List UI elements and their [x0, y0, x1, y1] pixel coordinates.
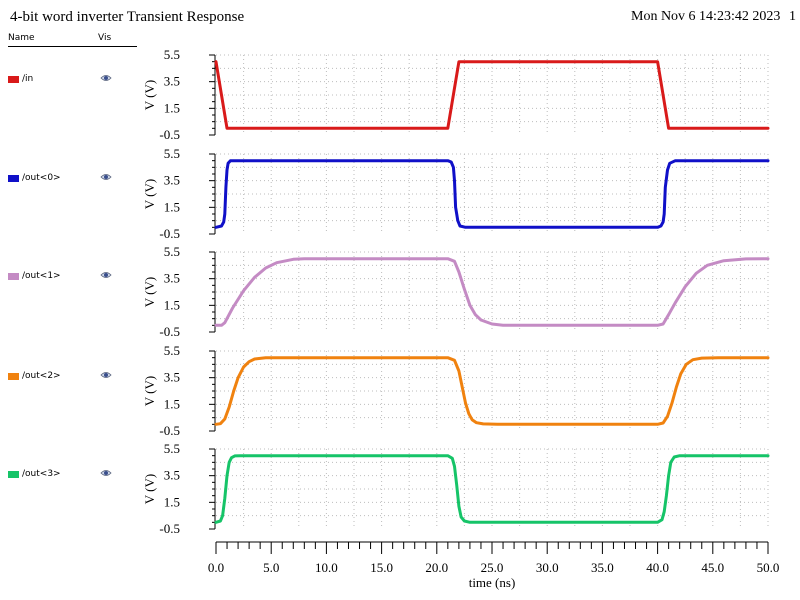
legend-item[interactable]: /out<0>: [8, 173, 137, 187]
panel-2: 5.5 3.5 1.5 -0.5 V (V): [142, 244, 770, 339]
eye-icon[interactable]: [100, 172, 112, 182]
panel-0: 5.5 3.5 1.5 -0.5 V (V): [142, 47, 770, 142]
series-line-0: [214, 60, 770, 130]
x-tick-label: 50.0: [757, 560, 780, 575]
legend-item[interactable]: /out<1>: [8, 271, 137, 285]
x-tick-label: 20.0: [425, 560, 448, 575]
y-tick-label: 1.5: [164, 297, 180, 312]
y-tick-label: 5.5: [164, 47, 180, 62]
legend-swatch: [8, 373, 19, 380]
x-tick-label: 30.0: [536, 560, 559, 575]
x-tick-label: 5.0: [263, 560, 279, 575]
y-tick-label: 5.5: [164, 146, 180, 161]
y-tick-label: 1.5: [164, 494, 180, 509]
y-tick-label: -0.5: [159, 423, 180, 438]
x-axis: 0.0 5.0 10.0 15.0 20.0 25.0 30.0 35.0 40.0 45.0 50…: [208, 541, 780, 590]
legend-swatch: [8, 76, 19, 83]
x-tick-label: 10.0: [315, 560, 338, 575]
x-axis-label: time (ns): [469, 575, 516, 590]
timestamp: Mon Nov 6 14:23:42 2023: [631, 9, 781, 24]
y-tick-label: -0.5: [159, 127, 180, 142]
window-title: 4-bit word inverter Transient Response: [10, 9, 245, 25]
y-axis-label: V (V): [142, 474, 157, 504]
eye-icon[interactable]: [100, 270, 112, 280]
y-tick-label: -0.5: [159, 521, 180, 536]
series-line-4: [214, 454, 770, 524]
panel-4: 5.5 3.5 1.5 -0.5 V (V): [142, 441, 770, 536]
y-tick-label: 1.5: [164, 396, 180, 411]
eye-icon[interactable]: [100, 468, 112, 478]
legend-swatch: [8, 273, 19, 280]
y-tick-label: 3.5: [164, 74, 180, 89]
legend-item[interactable]: /out<3>: [8, 469, 137, 483]
y-tick-label: 1.5: [164, 199, 180, 214]
y-axis-label: V (V): [142, 376, 157, 406]
x-tick-label: 25.0: [481, 560, 504, 575]
eye-icon[interactable]: [100, 73, 112, 83]
y-tick-label: 5.5: [164, 244, 180, 259]
legend-signal-name: /out<1>: [22, 271, 61, 281]
legend-signal-name: /out<2>: [22, 371, 61, 381]
y-tick-label: -0.5: [159, 324, 180, 339]
y-tick-label: 1.5: [164, 100, 180, 115]
legend-swatch: [8, 471, 19, 478]
y-tick-label: 5.5: [164, 343, 180, 358]
y-tick-label: 5.5: [164, 441, 180, 456]
legend-swatch: [8, 175, 19, 182]
legend-signal-name: /out<0>: [22, 173, 61, 183]
x-tick-label: 15.0: [370, 560, 393, 575]
panel-1: 5.5 3.5 1.5 -0.5 V (V): [142, 146, 770, 241]
x-tick-label: 45.0: [701, 560, 724, 575]
page-number: 1: [789, 9, 796, 24]
legend-vis-header: Vis: [98, 33, 112, 43]
legend-item[interactable]: /out<2>: [8, 371, 137, 385]
legend-signal-name: /in: [22, 74, 34, 84]
series-line-2: [214, 257, 770, 327]
y-axis-label: V (V): [142, 80, 157, 110]
legend-signal-name: /out<3>: [22, 469, 61, 479]
x-tick-label: 40.0: [646, 560, 669, 575]
y-axis-label: V (V): [142, 277, 157, 307]
series-line-3: [214, 356, 770, 426]
legend-header: Name Vis: [8, 33, 137, 47]
x-tick-label: 35.0: [591, 560, 614, 575]
y-tick-label: 3.5: [164, 173, 180, 188]
eye-icon[interactable]: [100, 370, 112, 380]
y-tick-label: -0.5: [159, 226, 180, 241]
legend-item[interactable]: /in: [8, 74, 137, 88]
y-tick-label: 3.5: [164, 468, 180, 483]
x-tick-label: 0.0: [208, 560, 224, 575]
series-line-1: [214, 159, 770, 229]
y-tick-label: 3.5: [164, 271, 180, 286]
y-tick-label: 3.5: [164, 370, 180, 385]
y-axis-label: V (V): [142, 179, 157, 209]
panel-3: 5.5 3.5 1.5 -0.5 V (V): [142, 343, 770, 438]
legend-name-header: Name: [8, 33, 35, 43]
